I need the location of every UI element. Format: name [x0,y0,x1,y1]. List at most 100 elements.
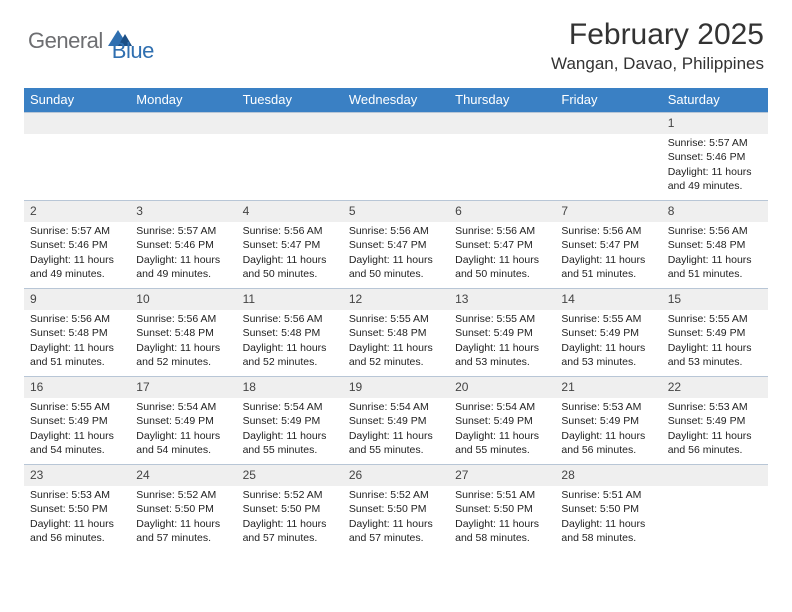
day-cell: . [449,112,555,200]
daylight-text: Daylight: 11 hours and 53 minutes. [668,341,762,369]
day-number: 24 [130,464,236,486]
day-number: . [237,112,343,134]
day-header-row: Sunday Monday Tuesday Wednesday Thursday… [24,88,768,112]
week-row: 2Sunrise: 5:57 AMSunset: 5:46 PMDaylight… [24,200,768,288]
day-cell: 18Sunrise: 5:54 AMSunset: 5:49 PMDayligh… [237,376,343,464]
daylight-text: Daylight: 11 hours and 51 minutes. [561,253,655,281]
day-cell: 26Sunrise: 5:52 AMSunset: 5:50 PMDayligh… [343,464,449,552]
month-title: February 2025 [551,18,764,52]
week-row: 23Sunrise: 5:53 AMSunset: 5:50 PMDayligh… [24,464,768,552]
daylight-text: Daylight: 11 hours and 56 minutes. [30,517,124,545]
day-number: . [449,112,555,134]
page-header: General Blue February 2025 Wangan, Davao… [0,0,792,80]
day-cell: 6Sunrise: 5:56 AMSunset: 5:47 PMDaylight… [449,200,555,288]
day-body: Sunrise: 5:55 AMSunset: 5:49 PMDaylight:… [555,310,661,373]
day-cell: 7Sunrise: 5:56 AMSunset: 5:47 PMDaylight… [555,200,661,288]
sunrise-text: Sunrise: 5:55 AM [668,312,762,326]
daylight-text: Daylight: 11 hours and 53 minutes. [455,341,549,369]
day-cell: . [130,112,236,200]
sunset-text: Sunset: 5:46 PM [136,238,230,252]
weeks-container: ......1Sunrise: 5:57 AMSunset: 5:46 PMDa… [24,112,768,552]
daylight-text: Daylight: 11 hours and 50 minutes. [349,253,443,281]
sunset-text: Sunset: 5:50 PM [136,502,230,516]
sunrise-text: Sunrise: 5:54 AM [136,400,230,414]
sunset-text: Sunset: 5:50 PM [243,502,337,516]
sunrise-text: Sunrise: 5:57 AM [136,224,230,238]
day-body: Sunrise: 5:55 AMSunset: 5:49 PMDaylight:… [662,310,768,373]
day-cell: . [662,464,768,552]
sunrise-text: Sunrise: 5:56 AM [455,224,549,238]
day-body [24,134,130,140]
day-number: 4 [237,200,343,222]
day-number: 3 [130,200,236,222]
day-number: 16 [24,376,130,398]
sunset-text: Sunset: 5:50 PM [349,502,443,516]
logo: General Blue [28,18,154,64]
day-number: 17 [130,376,236,398]
sunset-text: Sunset: 5:46 PM [668,150,762,164]
day-body: Sunrise: 5:54 AMSunset: 5:49 PMDaylight:… [237,398,343,461]
sunset-text: Sunset: 5:47 PM [349,238,443,252]
daylight-text: Daylight: 11 hours and 55 minutes. [349,429,443,457]
daylight-text: Daylight: 11 hours and 58 minutes. [455,517,549,545]
sunrise-text: Sunrise: 5:55 AM [561,312,655,326]
daylight-text: Daylight: 11 hours and 51 minutes. [30,341,124,369]
daylight-text: Daylight: 11 hours and 54 minutes. [30,429,124,457]
sunset-text: Sunset: 5:49 PM [668,326,762,340]
daylight-text: Daylight: 11 hours and 57 minutes. [136,517,230,545]
day-cell: 11Sunrise: 5:56 AMSunset: 5:48 PMDayligh… [237,288,343,376]
daylight-text: Daylight: 11 hours and 57 minutes. [243,517,337,545]
sunset-text: Sunset: 5:50 PM [561,502,655,516]
week-row: 9Sunrise: 5:56 AMSunset: 5:48 PMDaylight… [24,288,768,376]
daylight-text: Daylight: 11 hours and 55 minutes. [455,429,549,457]
sunrise-text: Sunrise: 5:56 AM [243,312,337,326]
sunset-text: Sunset: 5:49 PM [30,414,124,428]
day-number: 10 [130,288,236,310]
sunrise-text: Sunrise: 5:53 AM [30,488,124,502]
day-cell: 1Sunrise: 5:57 AMSunset: 5:46 PMDaylight… [662,112,768,200]
day-cell: 10Sunrise: 5:56 AMSunset: 5:48 PMDayligh… [130,288,236,376]
day-number: 13 [449,288,555,310]
day-number: 26 [343,464,449,486]
sunrise-text: Sunrise: 5:56 AM [243,224,337,238]
sunrise-text: Sunrise: 5:54 AM [243,400,337,414]
daylight-text: Daylight: 11 hours and 49 minutes. [136,253,230,281]
sunrise-text: Sunrise: 5:51 AM [561,488,655,502]
day-number: 28 [555,464,661,486]
day-number: 12 [343,288,449,310]
sunset-text: Sunset: 5:49 PM [668,414,762,428]
daylight-text: Daylight: 11 hours and 49 minutes. [668,165,762,193]
daylight-text: Daylight: 11 hours and 50 minutes. [243,253,337,281]
day-header-friday: Friday [555,88,661,112]
daylight-text: Daylight: 11 hours and 52 minutes. [349,341,443,369]
day-cell: . [555,112,661,200]
day-header-monday: Monday [130,88,236,112]
day-number: 18 [237,376,343,398]
day-cell: 19Sunrise: 5:54 AMSunset: 5:49 PMDayligh… [343,376,449,464]
daylight-text: Daylight: 11 hours and 58 minutes. [561,517,655,545]
logo-text-general: General [28,28,103,54]
sunset-text: Sunset: 5:48 PM [349,326,443,340]
day-body: Sunrise: 5:57 AMSunset: 5:46 PMDaylight:… [662,134,768,197]
day-body: Sunrise: 5:51 AMSunset: 5:50 PMDaylight:… [555,486,661,549]
day-body: Sunrise: 5:56 AMSunset: 5:47 PMDaylight:… [237,222,343,285]
day-cell: 21Sunrise: 5:53 AMSunset: 5:49 PMDayligh… [555,376,661,464]
sunrise-text: Sunrise: 5:52 AM [136,488,230,502]
day-body [662,486,768,492]
day-body: Sunrise: 5:54 AMSunset: 5:49 PMDaylight:… [343,398,449,461]
day-number: 14 [555,288,661,310]
sunrise-text: Sunrise: 5:54 AM [455,400,549,414]
sunrise-text: Sunrise: 5:56 AM [668,224,762,238]
sunrise-text: Sunrise: 5:56 AM [30,312,124,326]
day-cell: 23Sunrise: 5:53 AMSunset: 5:50 PMDayligh… [24,464,130,552]
daylight-text: Daylight: 11 hours and 51 minutes. [668,253,762,281]
day-number: 5 [343,200,449,222]
logo-text-blue: Blue [112,38,154,64]
sunset-text: Sunset: 5:48 PM [668,238,762,252]
day-number: . [343,112,449,134]
daylight-text: Daylight: 11 hours and 52 minutes. [243,341,337,369]
daylight-text: Daylight: 11 hours and 53 minutes. [561,341,655,369]
sunset-text: Sunset: 5:49 PM [455,414,549,428]
sunset-text: Sunset: 5:49 PM [136,414,230,428]
sunset-text: Sunset: 5:47 PM [455,238,549,252]
